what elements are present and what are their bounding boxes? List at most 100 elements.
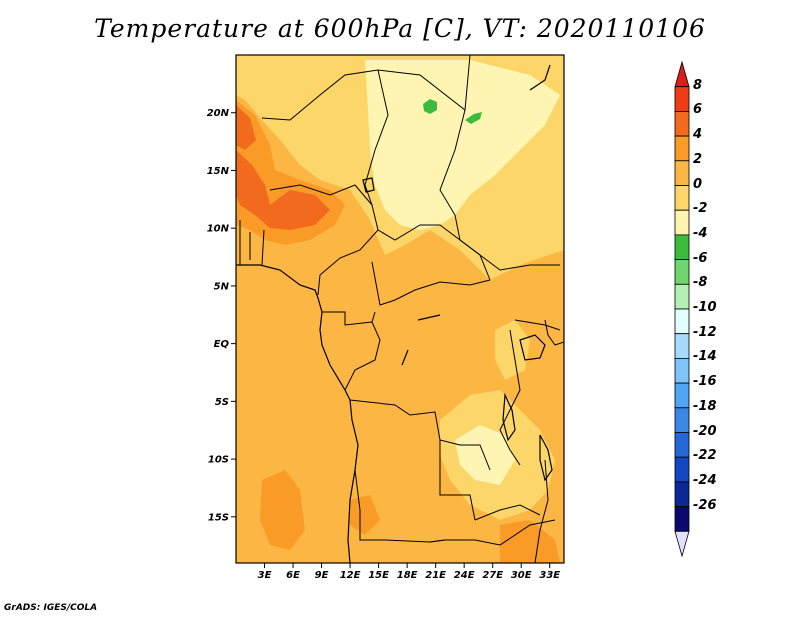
temperature-field	[236, 55, 564, 563]
country-borders	[239, 55, 564, 563]
colorbar-label: -24	[693, 472, 717, 488]
border-angola-zambia	[439, 440, 476, 521]
colorbar-label: -8	[693, 275, 708, 291]
field-pale-yellow-south	[455, 425, 515, 485]
colorbar-label: -2	[693, 201, 708, 217]
colorbar-label: -20	[693, 423, 717, 439]
colorbar-segment	[674, 382, 690, 409]
lon-tick-label: 9E	[315, 570, 329, 581]
field-green-patch-2	[465, 112, 482, 124]
border-drc-east	[499, 329, 521, 466]
lon-tick-label: 3E	[258, 570, 272, 581]
colorbar-label: 8	[693, 77, 703, 93]
border-car-north	[377, 224, 461, 241]
lat-tick-label: 15S	[208, 512, 229, 523]
field-dark-orange-south	[350, 495, 380, 535]
border-namibia-botswana	[429, 519, 556, 546]
field-light-orange-east	[495, 320, 530, 380]
border-cameroon-gabon	[322, 311, 376, 326]
colorbar-segment	[674, 456, 690, 483]
colorbar-segment	[674, 185, 690, 211]
colorbar-label: -18	[693, 398, 717, 414]
lat-tick-label: 15N	[207, 166, 230, 177]
lake-victoria	[519, 334, 546, 361]
colorbar-label: -16	[693, 374, 717, 390]
field-dark-orange-southeast	[500, 520, 560, 563]
border-nigeria-cameroon	[317, 204, 379, 296]
border-nigeria-north	[269, 184, 373, 206]
colorbar-segment	[674, 407, 690, 433]
border-algeria-niger	[261, 69, 379, 121]
colorbar-segment	[674, 60, 690, 88]
colorbar-segment	[674, 333, 690, 359]
lon-tick-label: 18E	[397, 570, 418, 581]
colorbar-segment	[674, 259, 690, 285]
border-uganda	[514, 319, 561, 331]
colorbar-label: -26	[693, 497, 717, 513]
lon-tick-label: 27E	[482, 570, 503, 581]
lat-tick-label: 10N	[207, 224, 230, 235]
colorbar-label: 6	[693, 102, 703, 118]
colorbar-segment	[674, 209, 690, 236]
colorbar-segment	[674, 432, 690, 458]
colorbar-segment	[674, 234, 690, 260]
colorbar-segment	[674, 135, 690, 162]
colorbar-label: 4	[693, 127, 703, 143]
colorbar	[674, 60, 690, 558]
border-mozambique	[534, 459, 549, 563]
colorbar-segment	[674, 481, 690, 507]
colorbar-label: -6	[693, 250, 708, 266]
river-congo	[401, 314, 441, 366]
coast-guinea-gulf	[236, 264, 359, 563]
red-sea-coast	[529, 64, 551, 91]
lat-tick-label: 10S	[208, 455, 229, 466]
colorbar-segment	[674, 357, 690, 384]
border-car-south	[371, 261, 491, 306]
lon-tick-label: 15E	[368, 570, 389, 581]
lon-tick-label: 21E	[425, 570, 446, 581]
map-frame	[235, 54, 565, 564]
lon-tick-label: 30E	[511, 570, 532, 581]
coastline	[236, 64, 553, 563]
colorbar-label: 2	[693, 151, 703, 167]
field-green-patch-1	[423, 99, 437, 114]
colorbar-label: -14	[693, 349, 717, 365]
lon-tick-label: 12E	[340, 570, 361, 581]
lake-chad	[362, 177, 375, 193]
border-benin-togo	[239, 220, 265, 266]
colorbar-segment	[674, 283, 690, 310]
colorbar-label: -4	[693, 225, 708, 241]
lake-tanganyika	[502, 392, 516, 442]
colorbar-label: -10	[693, 300, 717, 315]
lon-axis: 3E 6E 9E 12E 15E 18E 21E 24E 27E 30E 33E	[258, 563, 560, 581]
colorbar-label: -12	[693, 324, 717, 340]
lat-tick-label: 5S	[215, 397, 229, 408]
lon-tick-label: 6E	[286, 570, 300, 581]
border-libya-chad	[377, 55, 471, 111]
grads-credit: GrADS: IGES/COLA	[4, 603, 98, 613]
colorbar-segment	[674, 160, 690, 186]
field-red-orange	[236, 150, 330, 230]
colorbar-label: 0	[693, 176, 703, 192]
map-title: Temperature at 600hPa [C], VT: 202011010…	[94, 14, 706, 43]
border-kenya	[544, 319, 564, 346]
border-sudan-southsudan	[459, 239, 560, 271]
colorbar-segment	[674, 530, 690, 558]
colorbar-segment	[674, 86, 690, 112]
lat-tick-label: 5N	[214, 281, 230, 292]
lon-tick-label: 24E	[454, 570, 475, 581]
lake-malawi	[539, 434, 553, 482]
field-dark-orange-southwest	[260, 470, 305, 550]
border-drc-angola	[349, 399, 491, 471]
lat-axis: 20N 15N 10N 5N EQ 5S 10S 15S	[207, 108, 236, 523]
lat-tick-label: 20N	[207, 108, 230, 119]
colorbar-label: -22	[693, 448, 717, 464]
colorbar-segment	[674, 111, 690, 137]
border-zambia-zimbabwe	[474, 504, 541, 521]
border-congo	[344, 321, 381, 391]
colorbar-segment	[674, 308, 690, 335]
lon-tick-label: 33E	[539, 570, 560, 581]
lat-tick-label: EQ	[214, 339, 230, 350]
field-red-orange-nw	[236, 105, 256, 150]
